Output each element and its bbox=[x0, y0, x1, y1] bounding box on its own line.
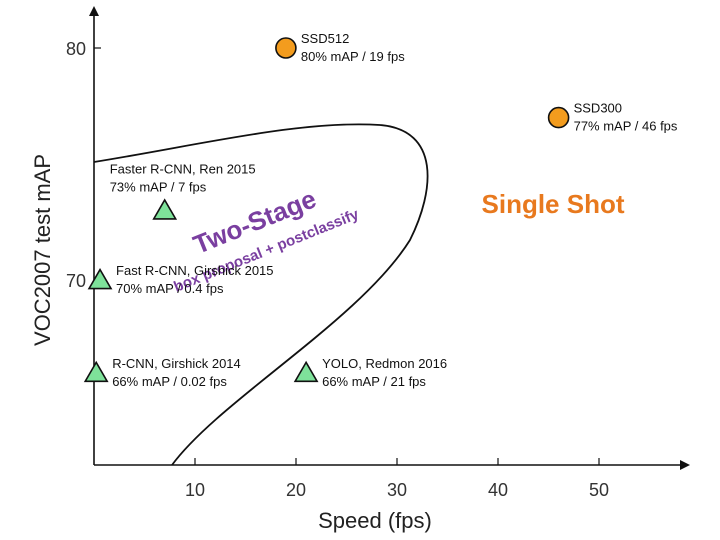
data-point-circle bbox=[547, 106, 570, 129]
data-point-label: Fast R-CNN, Girshick 2015 bbox=[116, 263, 273, 278]
data-point-triangle bbox=[293, 360, 319, 383]
x-tick-label: 30 bbox=[387, 480, 407, 500]
data-point-label: YOLO, Redmon 2016 bbox=[322, 356, 447, 371]
x-tick-label: 50 bbox=[589, 480, 609, 500]
data-point-label: SSD300 bbox=[574, 101, 622, 116]
data-point-value-label: 80% mAP / 19 fps bbox=[301, 49, 405, 64]
x-tick-label: 20 bbox=[286, 480, 306, 500]
data-point-triangle bbox=[152, 198, 178, 220]
two-stage-boundary-curve bbox=[93, 123, 429, 466]
data-point-circle bbox=[275, 37, 297, 59]
y-tick-label: 70 bbox=[66, 271, 86, 291]
data-point-label: Faster R-CNN, Ren 2015 bbox=[110, 161, 256, 176]
data-point-value-label: 70% mAP / 0.4 fps bbox=[116, 281, 224, 296]
data-point-value-label: 66% mAP / 0.02 fps bbox=[112, 374, 227, 389]
x-tick-label: 10 bbox=[185, 480, 205, 500]
region-single-shot-title: Single Shot bbox=[482, 189, 625, 219]
data-point-value-label: 77% mAP / 46 fps bbox=[574, 119, 678, 134]
data-point-triangle bbox=[83, 360, 109, 383]
x-tick-label: 40 bbox=[488, 480, 508, 500]
y-axis-title: VOC2007 test mAP bbox=[30, 154, 55, 346]
y-tick-label: 80 bbox=[66, 39, 86, 59]
data-points: SSD512 80% mAP / 19 fps SSD300 77% mAP / 46… bbox=[83, 31, 678, 389]
data-point-label: SSD512 bbox=[301, 31, 349, 46]
data-point-triangle bbox=[87, 267, 113, 290]
x-axis-title: Speed (fps) bbox=[318, 508, 432, 533]
data-point-value-label: 66% mAP / 21 fps bbox=[322, 374, 426, 389]
data-point-value-label: 73% mAP / 7 fps bbox=[110, 179, 207, 194]
data-point-label: R-CNN, Girshick 2014 bbox=[112, 356, 241, 371]
